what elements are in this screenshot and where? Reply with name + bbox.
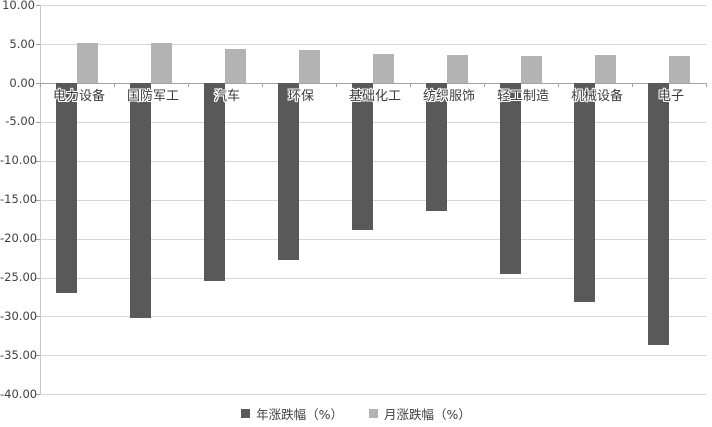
gridline xyxy=(40,238,706,240)
bar-year-电子 xyxy=(648,83,669,346)
gridline xyxy=(40,121,706,123)
y-axis-tick-label: 0.00 xyxy=(9,75,35,90)
y-axis-tick xyxy=(36,5,40,7)
category-boundary-tick xyxy=(40,83,41,87)
bar-year-机械设备 xyxy=(574,83,595,302)
gridline xyxy=(40,199,706,201)
bar-year-汽车 xyxy=(204,83,225,281)
bar-year-基础化工 xyxy=(352,83,373,231)
gridline xyxy=(40,44,706,46)
category-boundary-tick xyxy=(114,83,115,87)
y-axis-line xyxy=(40,5,41,395)
y-axis-tick-label: -15.00 xyxy=(0,192,38,207)
y-axis-tick xyxy=(36,394,40,396)
gridline xyxy=(40,160,706,162)
category-label: 机械设备 xyxy=(570,89,623,104)
y-axis-tick xyxy=(36,160,40,162)
bar-month-电力设备 xyxy=(77,42,98,83)
y-axis-tick xyxy=(36,316,40,318)
zero-axis-line xyxy=(40,83,706,84)
category-label: 国防军工 xyxy=(126,89,179,104)
bar-year-纺织服饰 xyxy=(426,83,447,211)
legend-swatch-month-icon xyxy=(369,408,378,418)
category-label: 基础化工 xyxy=(348,89,401,104)
y-axis-tick xyxy=(36,238,40,240)
y-axis-tick xyxy=(36,121,40,123)
y-axis-tick-label: 5.00 xyxy=(9,36,35,51)
legend: 年涨跌幅（%） 月涨跌幅（%） xyxy=(0,404,712,422)
bar-year-环保 xyxy=(278,83,299,261)
bar-month-机械设备 xyxy=(595,54,616,83)
bar-month-汽车 xyxy=(225,48,246,83)
y-axis-tick-label: -30.00 xyxy=(0,308,38,323)
gridline xyxy=(40,316,706,318)
bar-year-国防军工 xyxy=(130,83,151,318)
legend-label-year: 年涨跌幅（%） xyxy=(256,406,343,422)
y-axis-tick-label: -35.00 xyxy=(0,347,38,362)
category-boundary-tick xyxy=(632,83,633,87)
y-axis-tick xyxy=(36,199,40,201)
legend-swatch-year-icon xyxy=(241,408,251,418)
legend-item-year: 年涨跌幅（%） xyxy=(241,404,343,423)
category-label: 轻工制造 xyxy=(496,89,549,104)
bar-month-纺织服饰 xyxy=(447,54,468,83)
y-axis-tick-label: -25.00 xyxy=(0,270,38,284)
y-axis-tick-label: -40.00 xyxy=(0,386,38,401)
bar-year-电力设备 xyxy=(56,83,77,294)
bar-month-国防军工 xyxy=(151,43,172,83)
y-axis-tick-label: -10.00 xyxy=(0,153,38,168)
y-axis-tick xyxy=(36,83,40,84)
bar-month-轻工制造 xyxy=(521,55,542,83)
y-axis-tick xyxy=(36,44,40,46)
y-axis-tick-label: -5.00 xyxy=(5,114,35,129)
category-boundary-tick xyxy=(262,83,263,87)
category-boundary-tick xyxy=(410,83,411,87)
category-label: 汽车 xyxy=(213,89,240,104)
bar-month-基础化工 xyxy=(373,54,394,83)
bar-month-环保 xyxy=(299,50,320,83)
y-axis-tick-label: -20.00 xyxy=(0,231,38,246)
y-axis-tick-label: 10.00 xyxy=(2,0,35,12)
category-label: 纺织服饰 xyxy=(422,89,475,104)
gridline xyxy=(40,394,706,396)
category-label: 环保 xyxy=(287,89,314,104)
category-label: 电子 xyxy=(657,89,684,104)
gridline xyxy=(40,5,706,7)
category-boundary-tick xyxy=(188,83,189,87)
bar-month-电子 xyxy=(669,55,690,83)
category-boundary-tick xyxy=(706,83,707,87)
gridline xyxy=(40,355,706,357)
category-boundary-tick xyxy=(336,83,337,87)
category-boundary-tick xyxy=(484,83,485,87)
y-axis-tick xyxy=(36,277,40,279)
category-label: 电力设备 xyxy=(52,89,105,104)
y-axis-tick xyxy=(36,355,40,357)
gridline xyxy=(40,277,706,279)
legend-item-month: 月涨跌幅（%） xyxy=(369,404,471,423)
category-boundary-tick xyxy=(558,83,559,87)
legend-label-month: 月涨跌幅（%） xyxy=(384,406,471,422)
bar-year-轻工制造 xyxy=(500,83,521,274)
